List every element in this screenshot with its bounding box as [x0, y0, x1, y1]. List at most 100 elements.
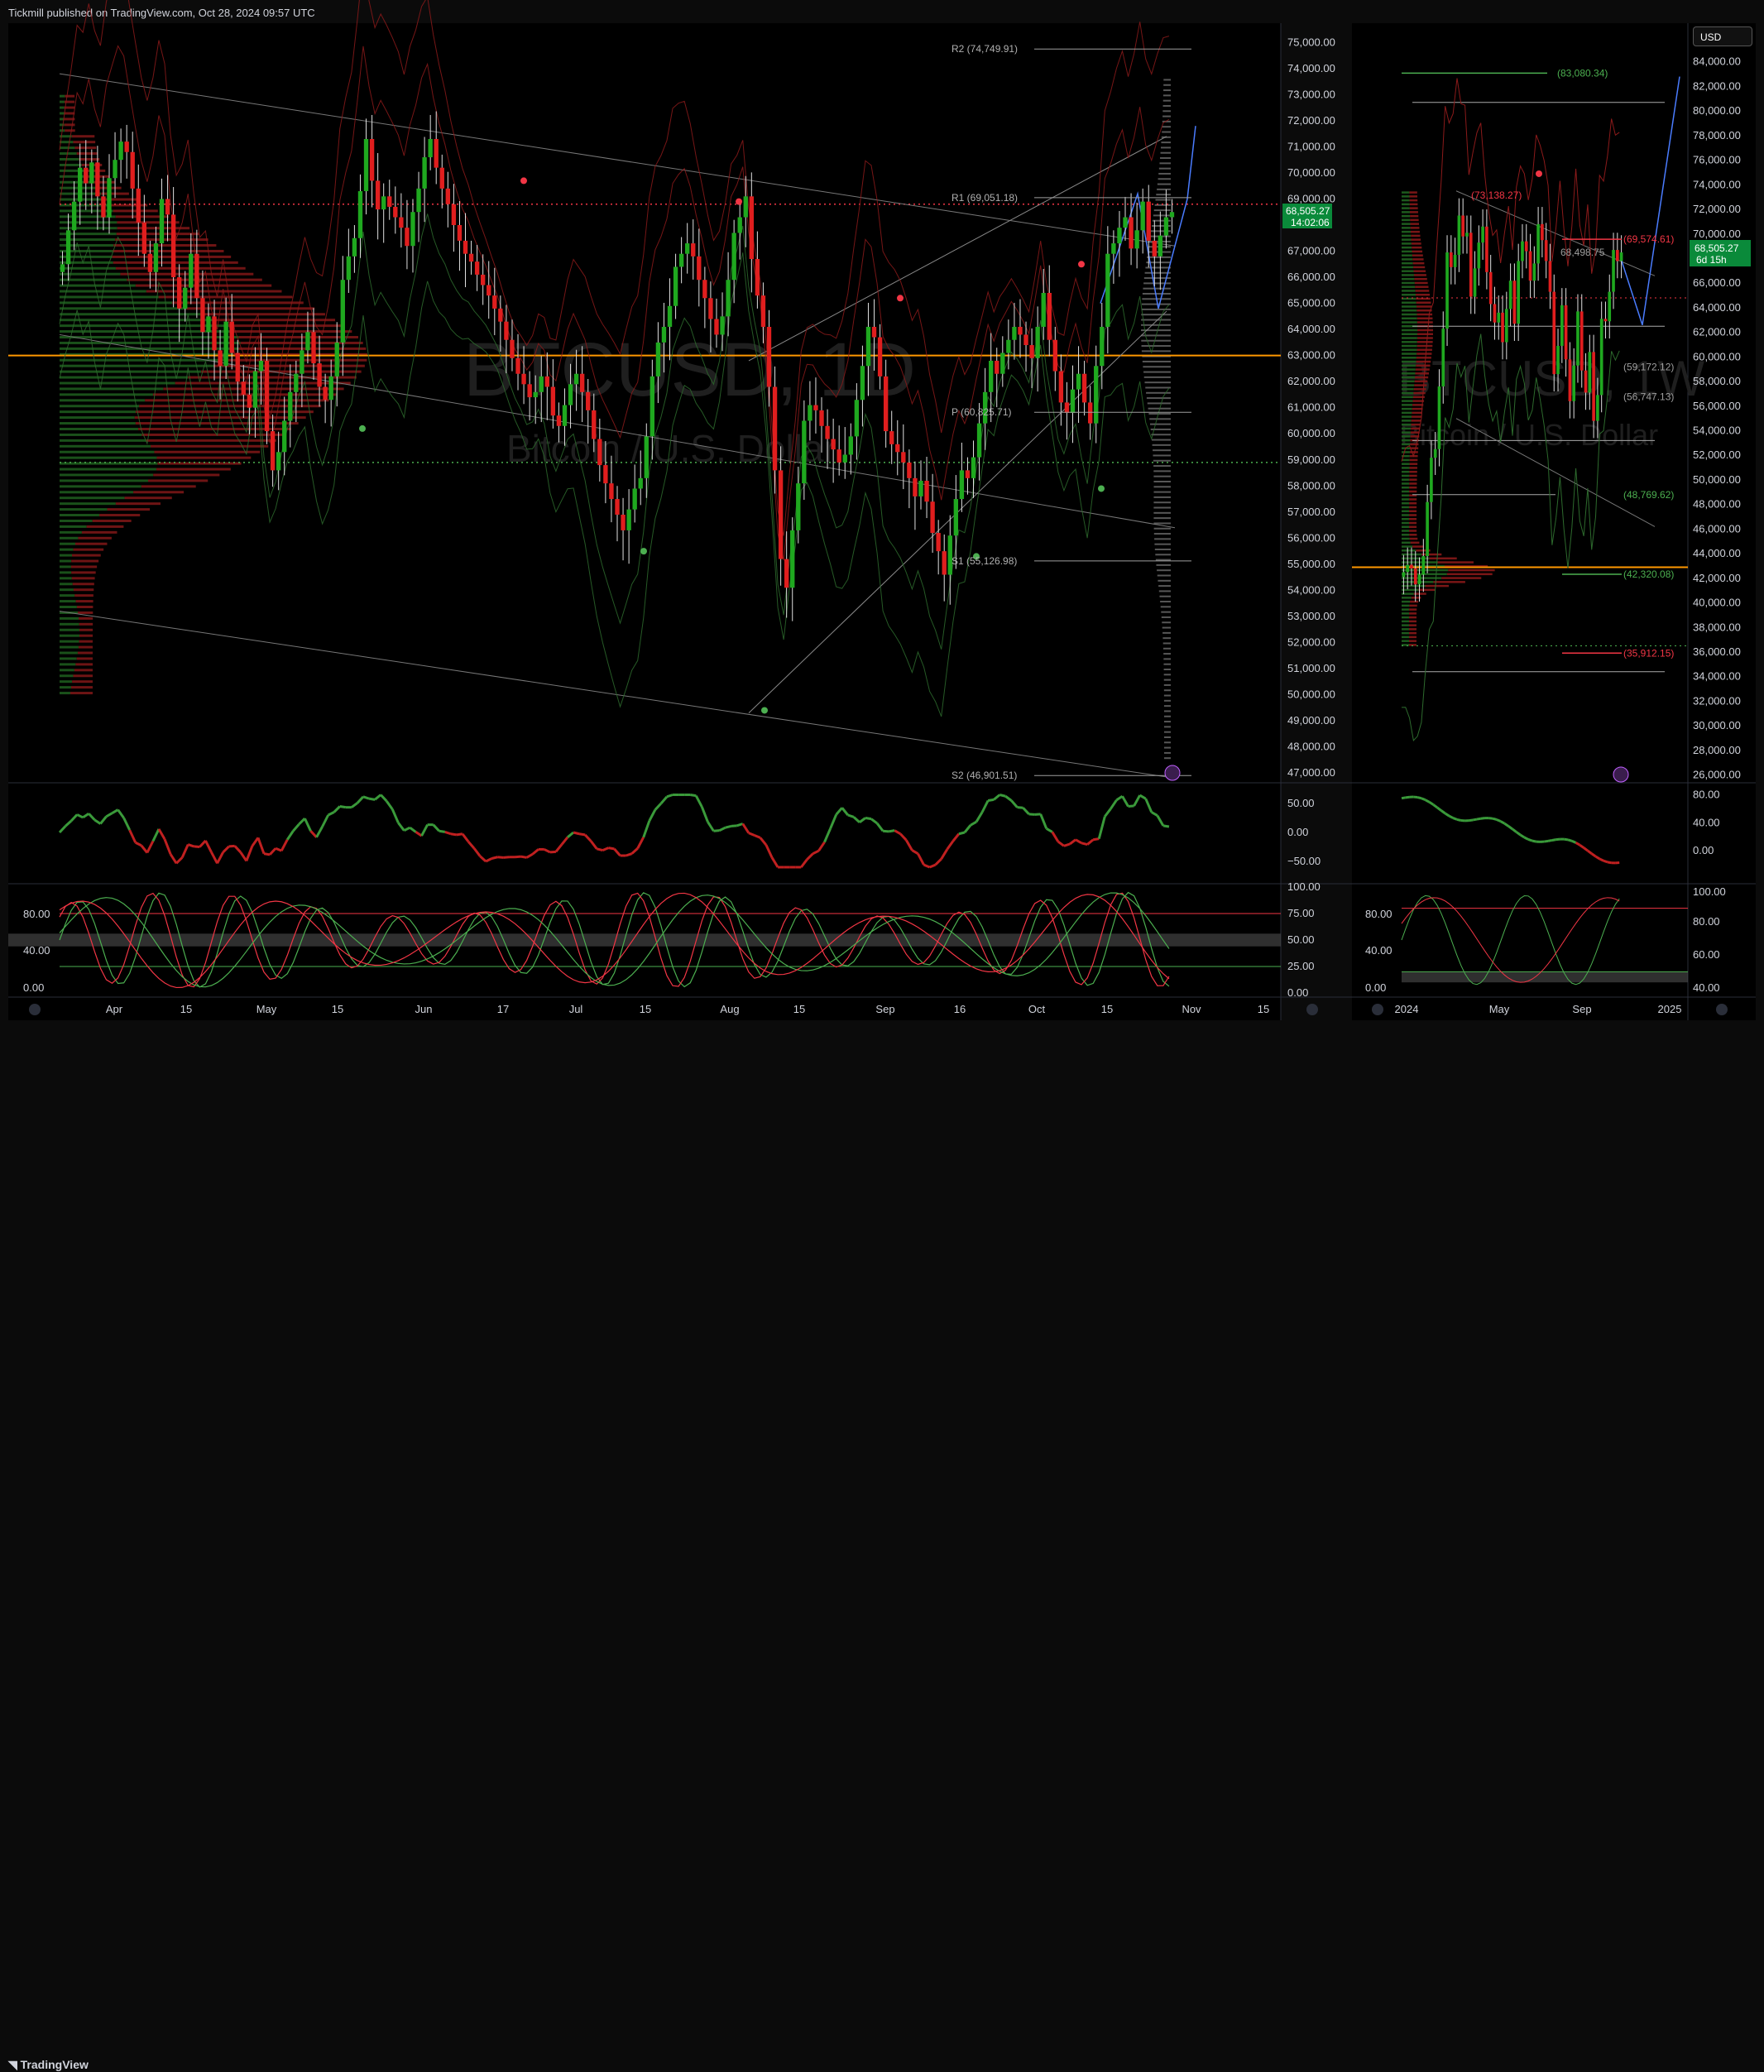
price-tick-label: 63,000.00 [1287, 349, 1335, 362]
volume-bar-sell [1409, 498, 1416, 501]
volume-bar-buy [1402, 487, 1409, 489]
volume-bar-buy [60, 95, 65, 98]
candle-body [1158, 236, 1162, 257]
volume-bar-buy [60, 381, 175, 384]
candle-body [370, 139, 374, 180]
volume-bar-buy [60, 496, 125, 499]
price-tick-label: 64,000.00 [1287, 323, 1335, 335]
volume-bar-sell [71, 571, 96, 573]
lightning-icon[interactable] [1165, 765, 1180, 780]
osc-segment [340, 807, 346, 808]
right-volume-bar [1153, 492, 1171, 493]
volume-bar-sell [1414, 384, 1426, 386]
osc-segment [1488, 818, 1493, 819]
volume-bar-buy [1402, 219, 1410, 222]
time-tick-label: May [256, 1003, 277, 1015]
candle-body [1517, 261, 1520, 324]
candle-body [1430, 458, 1433, 501]
candle-body [1458, 215, 1461, 255]
right-volume-bar [1143, 372, 1171, 373]
volume-bar-buy [1402, 384, 1414, 386]
volume-bar-buy [1402, 491, 1409, 493]
osc-tick-label: 80.00 [1693, 788, 1720, 800]
right-volume-bar [1142, 309, 1171, 310]
volume-bar-sell [146, 290, 282, 293]
candle-body [236, 353, 240, 382]
price-tick-label: 60,000.00 [1287, 427, 1335, 439]
volume-bar-buy [60, 141, 73, 143]
osc-segment [1568, 840, 1572, 841]
volume-bar-buy [60, 635, 79, 637]
osc-segment [497, 857, 503, 858]
candle-body [1572, 366, 1575, 401]
candle-body [1604, 319, 1608, 321]
osc-segment [726, 826, 731, 827]
osc-segment [1029, 814, 1035, 815]
volume-bar-buy [60, 600, 76, 602]
volume-bar-sell [136, 410, 314, 413]
currency-button[interactable]: USD [1693, 26, 1752, 46]
volume-bar-sell [1411, 542, 1420, 544]
candle-body [1608, 292, 1611, 322]
volume-bar-sell [1414, 278, 1426, 281]
right-volume-bar [1162, 637, 1171, 639]
osc-segment [865, 818, 871, 819]
signal-dot [897, 295, 904, 301]
volume-bar-sell [1416, 298, 1430, 300]
volume-bar-sell [1413, 266, 1425, 269]
volume-bar-sell [1410, 463, 1418, 465]
candle-body [440, 168, 444, 189]
volume-bar-sell [1429, 558, 1456, 560]
candle-body [1071, 390, 1075, 413]
mid-zone [1402, 971, 1688, 982]
chart-canvas[interactable]: BTCUSD, 1D Bitcoin / U.S. Dollar BTCUSD,… [0, 0, 1764, 1049]
candle-body [1478, 242, 1481, 268]
right-volume-bar [1157, 569, 1171, 571]
auto-scale-icon[interactable] [1306, 1004, 1318, 1015]
right-volume-bar [1158, 585, 1171, 587]
volume-bar-buy [1402, 605, 1409, 607]
volume-bar-sell [99, 514, 140, 516]
osc-segment [1481, 818, 1485, 819]
price-tick-label: 32,000.00 [1693, 694, 1741, 707]
zoom-icon[interactable] [29, 1004, 41, 1015]
candle-body [731, 233, 736, 280]
osc-segment [521, 856, 527, 857]
volume-bar-sell [1409, 612, 1416, 615]
volume-bar-buy [60, 324, 225, 327]
volume-bar-buy [1402, 451, 1410, 453]
candle-body [1481, 227, 1484, 242]
volume-bar-sell [1416, 349, 1431, 352]
lightning-icon[interactable] [1613, 767, 1628, 782]
osc-segment [515, 856, 520, 857]
candle-body [767, 327, 771, 387]
volume-bar-sell [1412, 415, 1421, 418]
candle-body [463, 241, 467, 254]
level-label: (73,138.27) [1471, 189, 1522, 201]
volume-bar-buy [60, 107, 65, 109]
volume-bar-sell [71, 560, 98, 563]
volume-bar-buy [1402, 231, 1411, 233]
candle-body [1023, 334, 1028, 345]
right-volume-bar [1144, 381, 1171, 383]
right-volume-bar [1141, 314, 1171, 315]
time-tick-label: 15 [1101, 1003, 1113, 1015]
zoom-icon[interactable] [1372, 1004, 1383, 1015]
volume-bar-sell [1417, 333, 1433, 336]
candle-body [901, 452, 905, 463]
right-volume-bar [1159, 590, 1171, 592]
price-tick-label: 53,000.00 [1287, 610, 1335, 622]
right-volume-bar [1164, 669, 1171, 670]
volume-bar-buy [60, 285, 136, 287]
candle-body [691, 243, 695, 257]
auto-scale-icon[interactable] [1716, 1004, 1728, 1015]
daily-price-axis[interactable]: 75,000.0074,000.0073,000.0072,000.0071,0… [1287, 36, 1335, 779]
right-volume-bar [1162, 616, 1171, 618]
candle-body [860, 366, 865, 400]
volume-bar-buy [60, 457, 156, 459]
time-tick-label: 2024 [1395, 1003, 1419, 1015]
right-volume-bar [1153, 522, 1171, 524]
weekly-last-price: 68,505.27 [1694, 242, 1739, 254]
candle-body [95, 162, 99, 196]
volume-bar-sell [1426, 585, 1450, 588]
